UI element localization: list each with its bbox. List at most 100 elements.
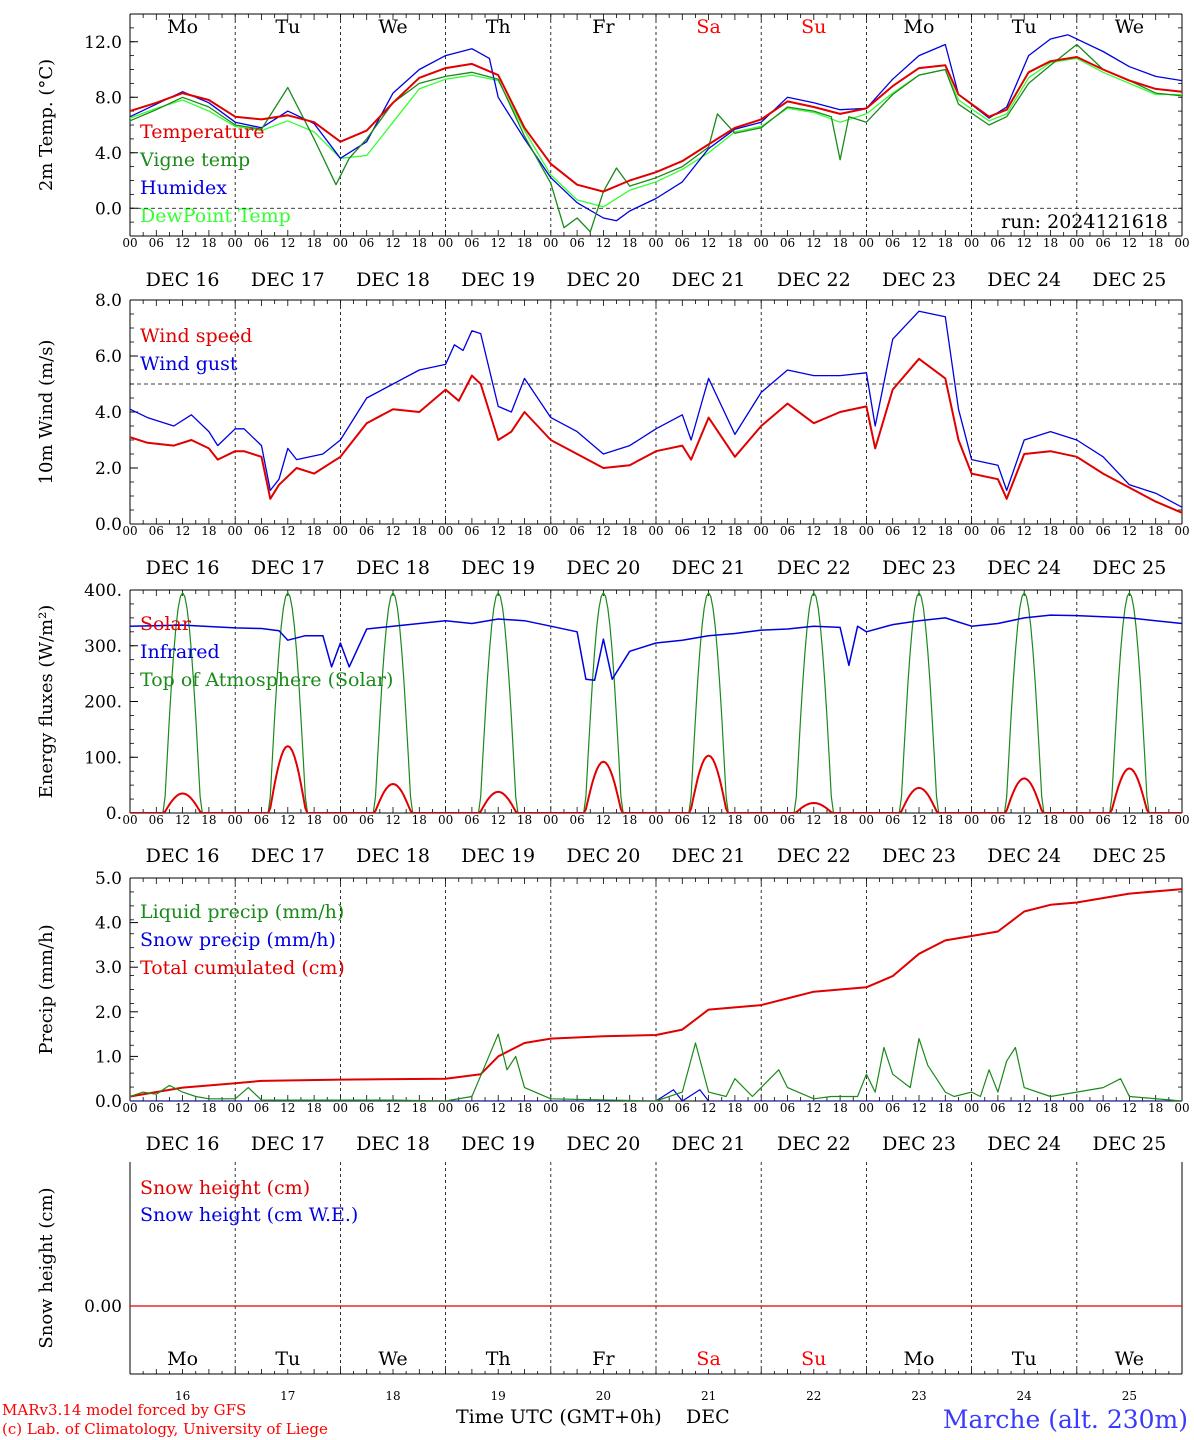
hour-tick-label: 00 <box>122 524 137 538</box>
date-label: DEC 21 <box>672 845 746 867</box>
day-name-top: Th <box>486 16 511 38</box>
time-axis-label: Time UTC (GMT+0h) <box>456 1406 662 1428</box>
hour-tick-label: 12 <box>280 813 295 827</box>
hour-tick-label: 06 <box>990 524 1005 538</box>
hour-tick-label: 00 <box>859 236 874 250</box>
day-name-top: We <box>378 16 407 38</box>
hour-tick-label: 18 <box>517 813 532 827</box>
hour-tick-label: 00 <box>964 236 979 250</box>
hour-tick-label: 06 <box>780 236 795 250</box>
day-number: 22 <box>806 1389 821 1403</box>
day-number: 20 <box>596 1389 611 1403</box>
hour-tick-label: 12 <box>911 236 926 250</box>
panel-4-y-axis: 0.0 1.0 2.0 3.0 4.0 5.0 Precip (mm/h) <box>36 869 1182 1112</box>
hour-tick-label: 12 <box>175 1101 190 1115</box>
hour-tick-label: 06 <box>990 236 1005 250</box>
day-name-top: Sa <box>696 16 720 38</box>
y-tick-label: 400. <box>84 581 122 601</box>
series-temperature <box>130 56 1182 193</box>
legend-entry: Total cumulated (cm) <box>140 957 345 979</box>
hour-tick-label: 18 <box>832 524 847 538</box>
hour-tick-label: 06 <box>569 1101 584 1115</box>
day-name-bottom: Th <box>486 1348 511 1370</box>
series-top-of-atmosphere-solar <box>130 592 1182 813</box>
date-label: DEC 25 <box>1092 845 1166 867</box>
hour-tick-label: 06 <box>885 1101 900 1115</box>
day-number: 23 <box>911 1389 926 1403</box>
hour-tick-label: 06 <box>675 1101 690 1115</box>
hour-tick-label: 18 <box>832 1101 847 1115</box>
hour-tick-label: 18 <box>517 236 532 250</box>
y-tick-label: 4.0 <box>95 144 122 164</box>
hour-tick-label: 18 <box>938 1101 953 1115</box>
hour-tick-label: 06 <box>254 524 269 538</box>
hour-tick-label: 06 <box>675 524 690 538</box>
legend-entry: DewPoint Temp <box>140 205 291 227</box>
hour-tick-label: 00 <box>1069 524 1084 538</box>
hour-tick-label: 12 <box>385 813 400 827</box>
day-number: 24 <box>1017 1389 1033 1403</box>
date-label: DEC 23 <box>882 269 956 291</box>
hour-tick-label: 00 <box>122 1101 137 1115</box>
date-label: DEC 18 <box>356 557 430 579</box>
date-label: DEC 24 <box>987 557 1061 579</box>
hour-tick-label: 00 <box>964 813 979 827</box>
hour-tick-label: 12 <box>701 1101 716 1115</box>
date-label: DEC 23 <box>882 1133 956 1155</box>
day-name-bottom: We <box>1115 1348 1144 1370</box>
hour-tick-label: 12 <box>491 236 506 250</box>
y-tick-label: 8.0 <box>95 88 122 108</box>
hour-tick-label: 06 <box>885 524 900 538</box>
y-tick-label: 300. <box>84 637 122 657</box>
hour-tick-label: 00 <box>122 813 137 827</box>
hour-tick-label: 00 <box>543 524 558 538</box>
legend-entry: Wind speed <box>140 325 252 347</box>
model-credit: MARv3.14 model forced by GFS <box>2 1401 246 1419</box>
y-tick-label: 0.0 <box>95 1092 122 1112</box>
date-label: DEC 23 <box>882 845 956 867</box>
y-tick-label: 6.0 <box>95 347 122 367</box>
date-label: DEC 23 <box>882 557 956 579</box>
panel-3-frame: 00 06 12 18 00 06 12 18 00 06 12 18 00 06 12 18 00 06 12 18… <box>122 589 1190 867</box>
hour-tick-label: 18 <box>412 524 427 538</box>
hour-tick-label: 12 <box>701 236 716 250</box>
hour-tick-label: 00 <box>1174 524 1189 538</box>
panel-3-y-axis: 0. 100. 200. 300. 400. Energy fluxes (W/m²) <box>36 581 1182 824</box>
day-number: 25 <box>1122 1389 1137 1403</box>
date-label: DEC 22 <box>777 1133 851 1155</box>
hour-tick-label: 00 <box>1069 813 1084 827</box>
series-dewpoint-temp <box>130 57 1182 208</box>
hour-tick-label: 18 <box>306 1101 321 1115</box>
hour-tick-label: 00 <box>1069 236 1084 250</box>
panel-5-frame <box>129 1162 1183 1375</box>
hour-tick-label: 00 <box>648 236 663 250</box>
hour-tick-label: 12 <box>491 813 506 827</box>
panel-1-series <box>130 34 1182 233</box>
day-name-bottom: Tu <box>275 1348 300 1370</box>
hour-tick-label: 06 <box>569 813 584 827</box>
hour-tick-label: 12 <box>911 1101 926 1115</box>
hour-tick-label: 00 <box>228 1101 243 1115</box>
hour-tick-label: 12 <box>596 1101 611 1115</box>
hour-tick-label: 00 <box>438 236 453 250</box>
hour-tick-label: 18 <box>201 236 216 250</box>
panel-2-series <box>130 310 1182 514</box>
y-tick-label: 200. <box>84 693 122 713</box>
hour-tick-label: 18 <box>938 236 953 250</box>
panel-3-series <box>130 592 1182 813</box>
hour-tick-label: 06 <box>254 236 269 250</box>
date-label: DEC 18 <box>356 1133 430 1155</box>
hour-tick-label: 06 <box>780 813 795 827</box>
hour-tick-label: 06 <box>464 813 479 827</box>
panel-2-frame: 00 06 12 18 00 06 12 18 00 06 12 18 00 06 12 18 00 06 12 18… <box>122 299 1190 579</box>
hour-tick-label: 00 <box>648 1101 663 1115</box>
day-name-bottom: Su <box>801 1348 826 1370</box>
date-label: DEC 17 <box>251 557 325 579</box>
hour-tick-label: 18 <box>622 236 637 250</box>
hour-tick-label: 00 <box>754 1101 769 1115</box>
hour-tick-label: 18 <box>201 1101 216 1115</box>
hour-tick-label: 18 <box>412 813 427 827</box>
day-name-top: Mo <box>167 16 198 38</box>
hour-tick-label: 18 <box>306 236 321 250</box>
hour-tick-label: 12 <box>596 524 611 538</box>
